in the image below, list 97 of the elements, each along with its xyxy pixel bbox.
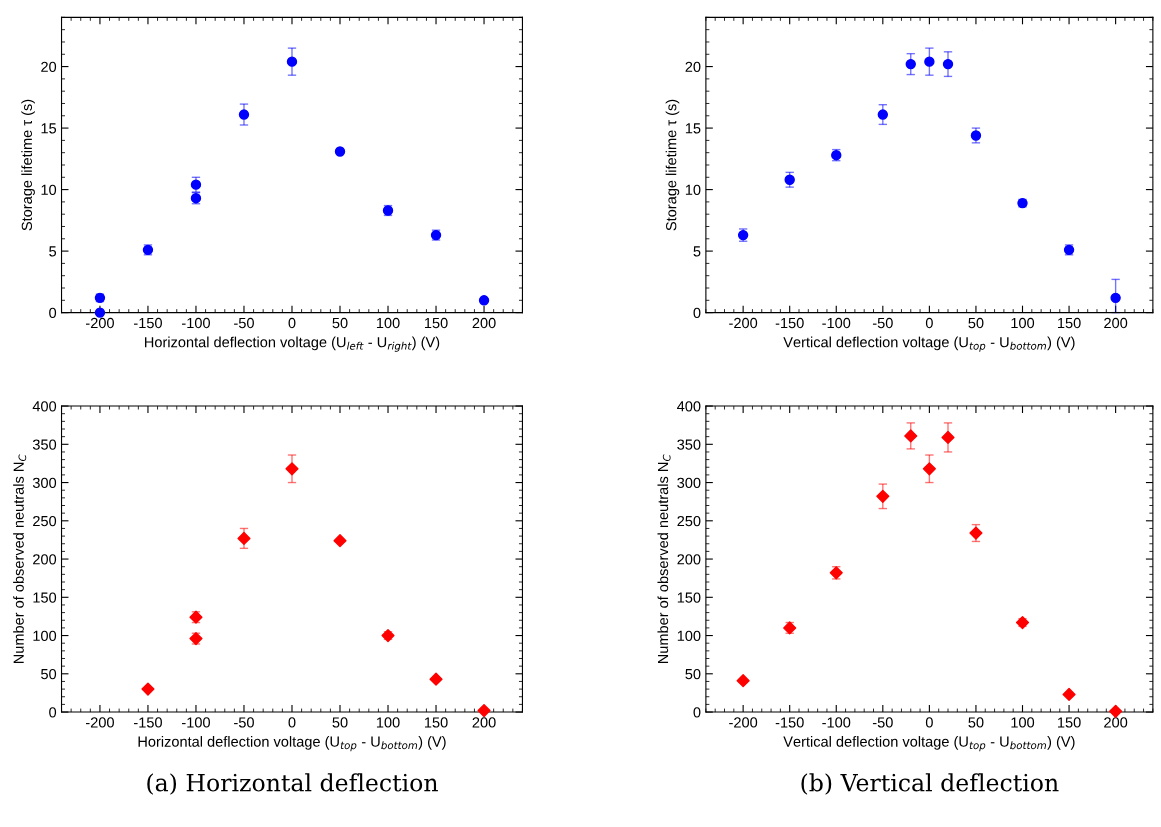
- y-tick-label: 10: [41, 184, 57, 196]
- point: [237, 531, 251, 545]
- x-tick-label: -100: [182, 317, 210, 329]
- y-tick-label: 15: [41, 123, 57, 134]
- y-tick-label: 50: [685, 668, 701, 680]
- point: [477, 703, 491, 718]
- y-tick-label: 0: [49, 307, 57, 319]
- x-tick-label: -50: [234, 717, 254, 728]
- y-tick-label: 250: [33, 515, 57, 527]
- y-tick-label: 200: [677, 554, 701, 565]
- point: [286, 56, 298, 67]
- point: [941, 430, 955, 445]
- x-tick-label: -200: [86, 717, 114, 728]
- point: [334, 146, 346, 157]
- x-tick-label: 150: [1058, 317, 1081, 329]
- y-tick-label: 400: [677, 401, 701, 412]
- y-tick-label: 20: [685, 61, 701, 72]
- x-axis-title: Vertical deflection voltage (U$_{top}$ - U$_{bottom}$) (V): [783, 336, 1075, 352]
- point: [1062, 687, 1076, 702]
- x-tick-label: -50: [234, 317, 254, 329]
- y-axis-title: Storage lifetime τ (s): [21, 99, 35, 231]
- x-tick-label: -50: [872, 717, 893, 728]
- x-tick-label: 100: [376, 717, 400, 728]
- y-tick-label: 0: [49, 707, 57, 718]
- point: [877, 109, 889, 120]
- point: [1110, 292, 1121, 304]
- x-tick-label: 0: [288, 717, 296, 728]
- x-tick-label: 200: [472, 717, 496, 728]
- y-tick-label: 5: [693, 246, 701, 257]
- x-tick-label: 50: [332, 717, 348, 728]
- point: [285, 462, 299, 476]
- x-tick-label: 50: [968, 717, 984, 728]
- y-tick-label: 50: [41, 668, 57, 680]
- x-tick-label: 50: [332, 317, 348, 329]
- x-tick-label: -150: [775, 317, 804, 329]
- point: [238, 109, 250, 120]
- x-tick-label: -200: [86, 317, 114, 329]
- point: [876, 489, 890, 503]
- point: [478, 295, 490, 306]
- x-tick-label: 0: [288, 317, 296, 329]
- text: (a) Horizontal deflection: [147, 773, 438, 795]
- x-tick-label: -100: [182, 717, 210, 728]
- y-tick-label: 350: [677, 439, 701, 450]
- point: [922, 462, 936, 476]
- x-tick-label: -150: [134, 317, 162, 329]
- x-tick-label: -100: [822, 317, 851, 329]
- y-axis-title: Storage lifetime τ (s): [665, 99, 680, 231]
- x-tick-label: 200: [472, 317, 496, 329]
- y-tick-label: 150: [677, 592, 701, 603]
- y-tick-label: 100: [677, 630, 701, 641]
- point: [1109, 704, 1123, 718]
- x-axis-title: Horizontal deflection voltage (U$_{left}$ - U$_{right}$) (V): [145, 336, 440, 352]
- x-tick-label: 50: [968, 317, 984, 329]
- x-tick-label: -50: [872, 317, 893, 329]
- text: (b) Vertical deflection: [801, 773, 1059, 795]
- x-tick-label: 150: [424, 317, 448, 329]
- x-tick-label: 100: [1011, 317, 1035, 329]
- point: [429, 672, 443, 686]
- point: [924, 56, 935, 67]
- x-tick-label: 200: [1104, 717, 1128, 728]
- point: [736, 674, 750, 688]
- point: [141, 682, 155, 696]
- x-tick-label: 100: [1011, 717, 1035, 728]
- y-tick-label: 0: [693, 307, 701, 319]
- point: [94, 307, 106, 318]
- x-tick-label: -200: [729, 717, 758, 728]
- x-tick-label: 0: [925, 317, 933, 329]
- y-tick-label: 100: [33, 630, 57, 641]
- y-tick-label: 200: [33, 554, 57, 565]
- y-tick-label: 150: [33, 592, 57, 603]
- x-tick-label: -200: [729, 317, 758, 329]
- x-tick-label: 0: [925, 717, 933, 728]
- y-tick-label: 15: [685, 123, 701, 134]
- y-tick-label: 0: [693, 707, 701, 718]
- x-tick-label: 200: [1104, 317, 1128, 329]
- x-tick-label: -150: [775, 717, 804, 728]
- y-tick-label: 10: [685, 184, 701, 196]
- y-tick-label: 400: [32, 401, 57, 412]
- x-tick-label: -100: [822, 717, 851, 728]
- y-tick-label: 5: [49, 246, 57, 257]
- y-axis-title: Number of observed neutrals N$_{C}$: [13, 454, 27, 664]
- x-tick-label: -150: [134, 717, 162, 728]
- x-axis-title: Vertical deflection voltage (U$_{top}$ - U$_{bottom}$) (V): [783, 736, 1075, 752]
- y-tick-label: 300: [32, 477, 57, 488]
- point: [942, 58, 954, 70]
- y-tick-label: 250: [677, 515, 701, 527]
- point: [905, 58, 916, 70]
- x-axis-title: Horizontal deflection voltage (U$_{top}$ - U$_{bottom}$) (V): [138, 736, 446, 752]
- x-tick-label: 150: [1058, 717, 1081, 728]
- y-tick-label: 20: [41, 61, 57, 72]
- y-axis-title: Number of observed neutrals N$_{C}$: [657, 454, 671, 664]
- x-tick-label: 100: [376, 317, 400, 329]
- y-tick-label: 300: [677, 477, 701, 488]
- x-tick-label: 150: [424, 717, 448, 728]
- point: [333, 534, 347, 548]
- y-tick-label: 350: [32, 439, 57, 450]
- point: [904, 429, 918, 443]
